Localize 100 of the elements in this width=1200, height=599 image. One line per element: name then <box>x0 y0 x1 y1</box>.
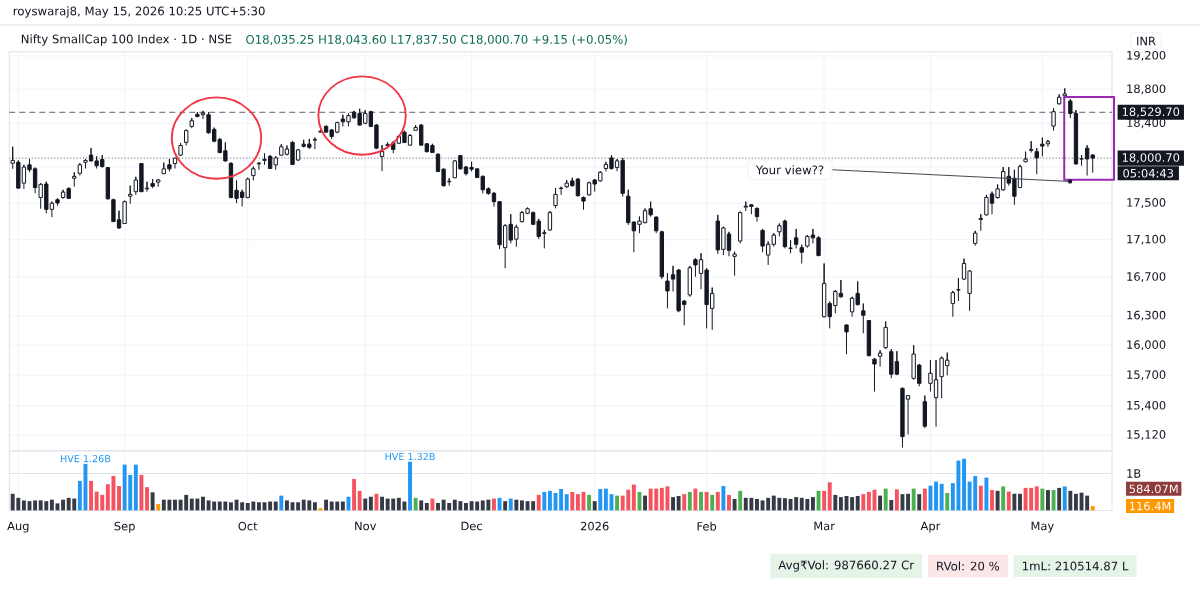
bar <box>827 482 832 511</box>
bar <box>21 500 26 511</box>
candlestick <box>77 162 83 177</box>
y-tick-label: 19,200 <box>1127 50 1166 61</box>
candlestick <box>156 178 161 188</box>
candlestick <box>1051 107 1056 132</box>
candlestick <box>172 157 178 169</box>
bar <box>727 494 731 511</box>
bar <box>559 488 564 511</box>
candlestick <box>1034 147 1039 175</box>
x-tick-label: Dec <box>461 521 482 531</box>
candlestick <box>978 213 983 232</box>
candlestick <box>72 171 77 188</box>
bar <box>61 499 66 511</box>
bar <box>363 498 368 511</box>
bar <box>1034 486 1039 511</box>
bar <box>133 464 138 511</box>
bar <box>201 496 205 511</box>
bar <box>939 483 944 511</box>
bar <box>139 474 144 511</box>
bar <box>866 491 871 511</box>
y-axis-title: INR <box>1137 36 1156 46</box>
candlestick <box>793 228 799 249</box>
candlestick <box>178 142 183 157</box>
bar <box>889 500 894 511</box>
bar <box>906 493 911 511</box>
bar <box>878 495 883 511</box>
bar <box>603 488 608 511</box>
bar <box>542 491 547 511</box>
candlestick <box>799 244 804 264</box>
bar <box>922 488 927 511</box>
bar <box>1051 490 1056 511</box>
bar <box>592 501 597 511</box>
bar <box>352 479 357 511</box>
bar <box>755 498 759 511</box>
bar <box>850 497 855 511</box>
bar <box>682 494 687 511</box>
candlestick <box>883 321 888 350</box>
bar <box>631 484 636 511</box>
bar <box>822 490 827 511</box>
y-tick-label: 15,700 <box>1127 370 1166 381</box>
ref-line-label: 1B <box>1127 469 1141 478</box>
bar <box>710 494 715 511</box>
bar <box>855 496 860 511</box>
bar <box>374 493 379 511</box>
bar <box>861 494 866 511</box>
x-tick-label: Oct <box>238 521 258 531</box>
bar <box>547 490 552 511</box>
x-tick-label: Aug <box>7 521 29 533</box>
candlestick <box>547 210 553 232</box>
candlestick <box>385 141 390 149</box>
bar <box>89 480 94 511</box>
bar <box>424 503 429 511</box>
candlestick <box>872 357 877 393</box>
bar <box>676 496 681 511</box>
bar <box>514 499 519 511</box>
candlestick <box>150 178 155 189</box>
text: 1mL: 210514.87 L <box>1022 561 1129 571</box>
candlestick <box>128 185 133 205</box>
bar <box>324 499 329 511</box>
bar <box>883 488 888 511</box>
bar <box>173 499 177 511</box>
bar <box>229 502 233 511</box>
candlestick <box>973 230 978 247</box>
text: 05:04:43 <box>1123 168 1174 178</box>
bar <box>704 491 709 511</box>
bar <box>782 498 787 511</box>
bar <box>693 488 698 511</box>
bar <box>340 501 345 511</box>
candlestick <box>256 161 262 171</box>
bar <box>1057 487 1062 511</box>
x-tick-label: May <box>1031 521 1054 533</box>
y-tick-label: 17,100 <box>1127 234 1166 245</box>
ref-line-label: 18,529.70 <box>1122 107 1180 118</box>
x-tick-label: Mar <box>814 521 835 531</box>
bar <box>464 503 468 511</box>
bar <box>575 494 580 511</box>
candlestick <box>866 319 872 358</box>
y-tick-label: 116.4M <box>1129 501 1171 511</box>
candlestick <box>312 137 318 150</box>
bar <box>145 487 149 511</box>
bar <box>738 490 743 511</box>
bar <box>732 498 737 511</box>
candlestick <box>189 117 194 129</box>
y-tick-label: 15,120 <box>1127 430 1166 440</box>
candlestick <box>1062 87 1067 98</box>
bar <box>637 491 642 511</box>
bar <box>413 497 418 511</box>
text: Avg₹Vol: 987660.27 Cr <box>778 560 915 572</box>
bar <box>284 500 289 511</box>
candlestick <box>659 230 665 280</box>
y-tick-label: 15,400 <box>1127 400 1166 411</box>
x-tick-label: Nov <box>355 521 377 531</box>
bar <box>117 486 121 511</box>
data-label: HVE 1.32B <box>385 452 435 461</box>
bar <box>1090 506 1095 511</box>
candlestick <box>581 196 586 211</box>
bar <box>978 485 983 511</box>
bar <box>1068 490 1073 511</box>
bar <box>894 489 899 511</box>
